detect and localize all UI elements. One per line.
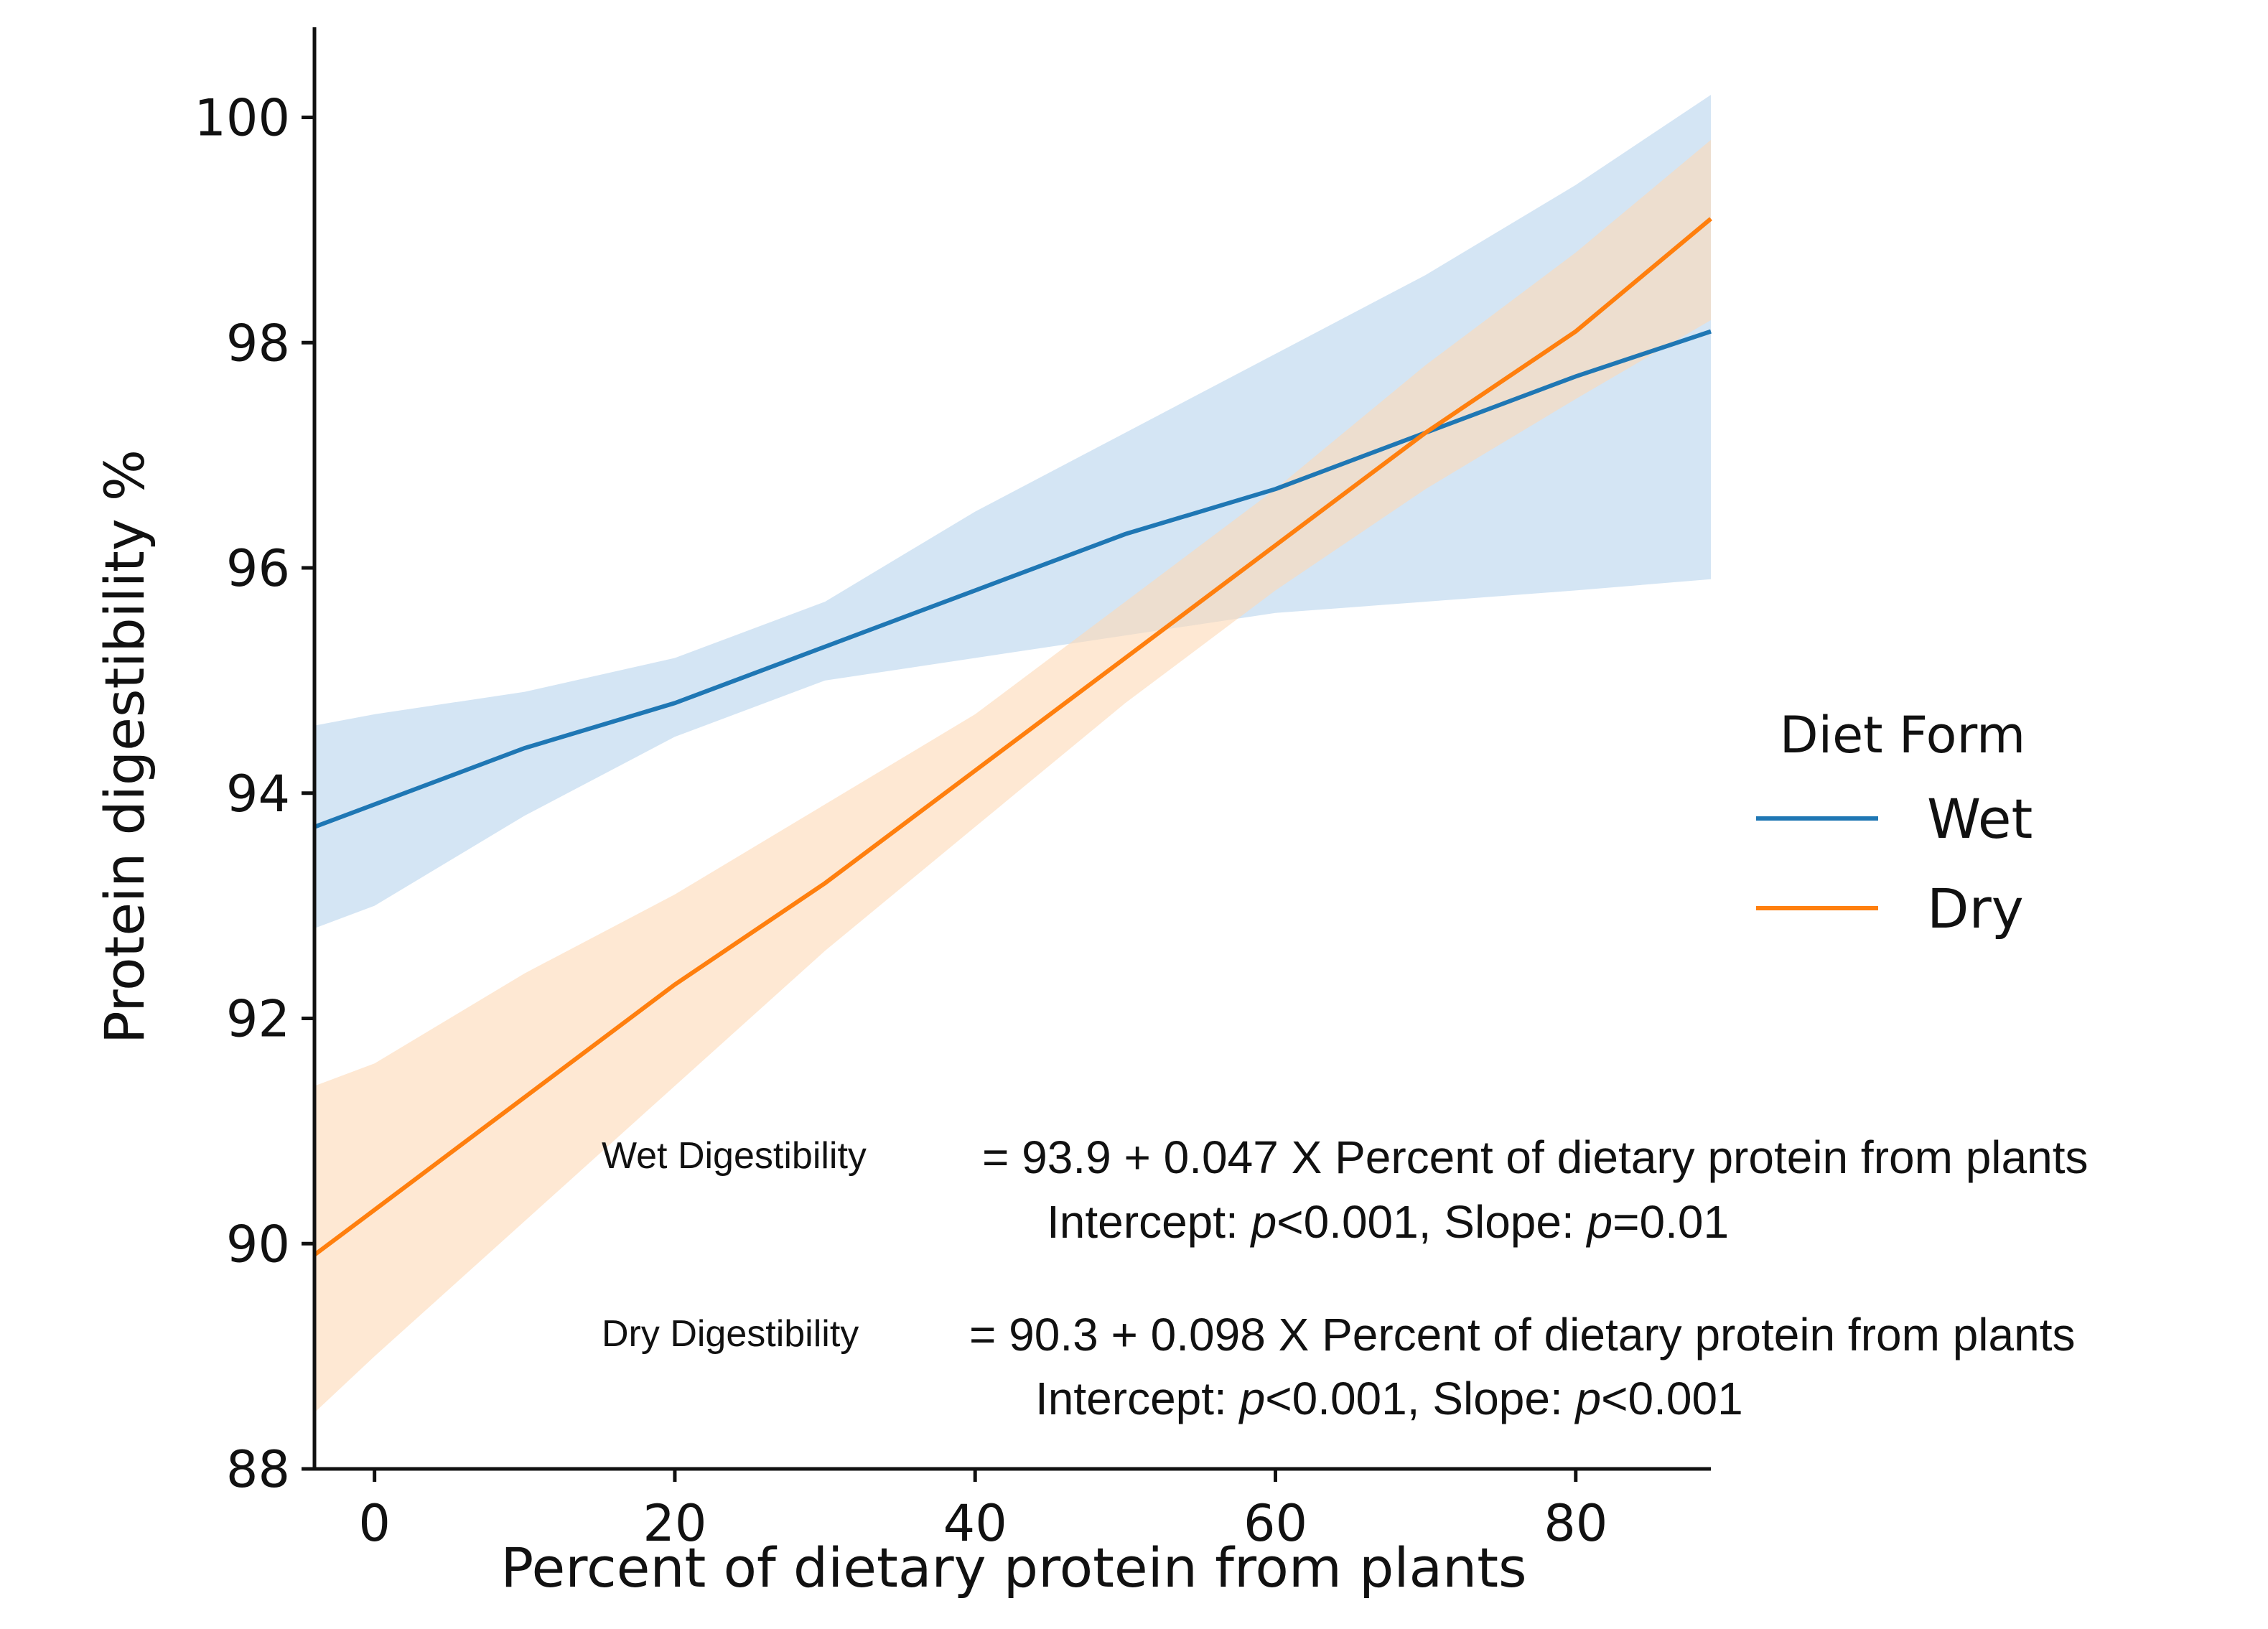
- y-tick-label: 96: [226, 539, 290, 598]
- x-tick-label: 60: [1243, 1494, 1307, 1553]
- y-tick-label: 100: [194, 89, 290, 148]
- x-axis-ticks: 0 20 40 60 80: [358, 1469, 1607, 1553]
- y-tick-label: 88: [226, 1440, 290, 1499]
- y-tick-label: 94: [226, 765, 290, 823]
- legend-label-dry: Dry: [1927, 877, 2024, 940]
- y-tick-label: 90: [226, 1215, 290, 1274]
- regression-lines: [313, 217, 1712, 1257]
- legend: Diet Form Wet Dry: [1756, 706, 2033, 940]
- confidence-band-wet: [314, 95, 1711, 929]
- axes: [312, 27, 1711, 1471]
- x-tick-label: 40: [943, 1494, 1007, 1553]
- annotation-label-wet: Wet Digestibility: [602, 1135, 867, 1177]
- y-tick-label: 92: [226, 990, 290, 1049]
- y-tick-label: 98: [226, 314, 290, 373]
- annotation-equation-wet: = 93.9 + 0.047 X Percent of dietary prot…: [982, 1131, 2088, 1183]
- x-axis-title: Percent of dietary protein from plants: [500, 1536, 1526, 1600]
- x-tick-label: 20: [643, 1494, 706, 1553]
- legend-title: Diet Form: [1780, 706, 2025, 765]
- series-line-wet: [313, 329, 1712, 829]
- y-axis-ticks: 88 90 92 94 96 98 100: [194, 89, 314, 1499]
- annotation-stats-wet: Intercept: p<0.001, Slope: p=0.01: [1047, 1196, 1729, 1248]
- annotation-equation-dry: = 90.3 + 0.098 X Percent of dietary prot…: [969, 1309, 2075, 1360]
- y-axis-title: Protein digestibility %: [93, 449, 157, 1044]
- x-tick-label: 0: [358, 1494, 391, 1553]
- x-tick-label: 80: [1544, 1494, 1607, 1553]
- annotation-dry-equation: Dry Digestibility = 90.3 + 0.098 X Perce…: [602, 1309, 2075, 1424]
- annotation-stats-dry: Intercept: p<0.001, Slope: p<0.001: [1035, 1373, 1743, 1424]
- legend-label-wet: Wet: [1927, 787, 2033, 851]
- annotation-wet-equation: Wet Digestibility = 93.9 + 0.047 X Perce…: [602, 1131, 2088, 1248]
- annotation-label-dry: Dry Digestibility: [602, 1313, 859, 1355]
- series-line-dry: [313, 217, 1712, 1257]
